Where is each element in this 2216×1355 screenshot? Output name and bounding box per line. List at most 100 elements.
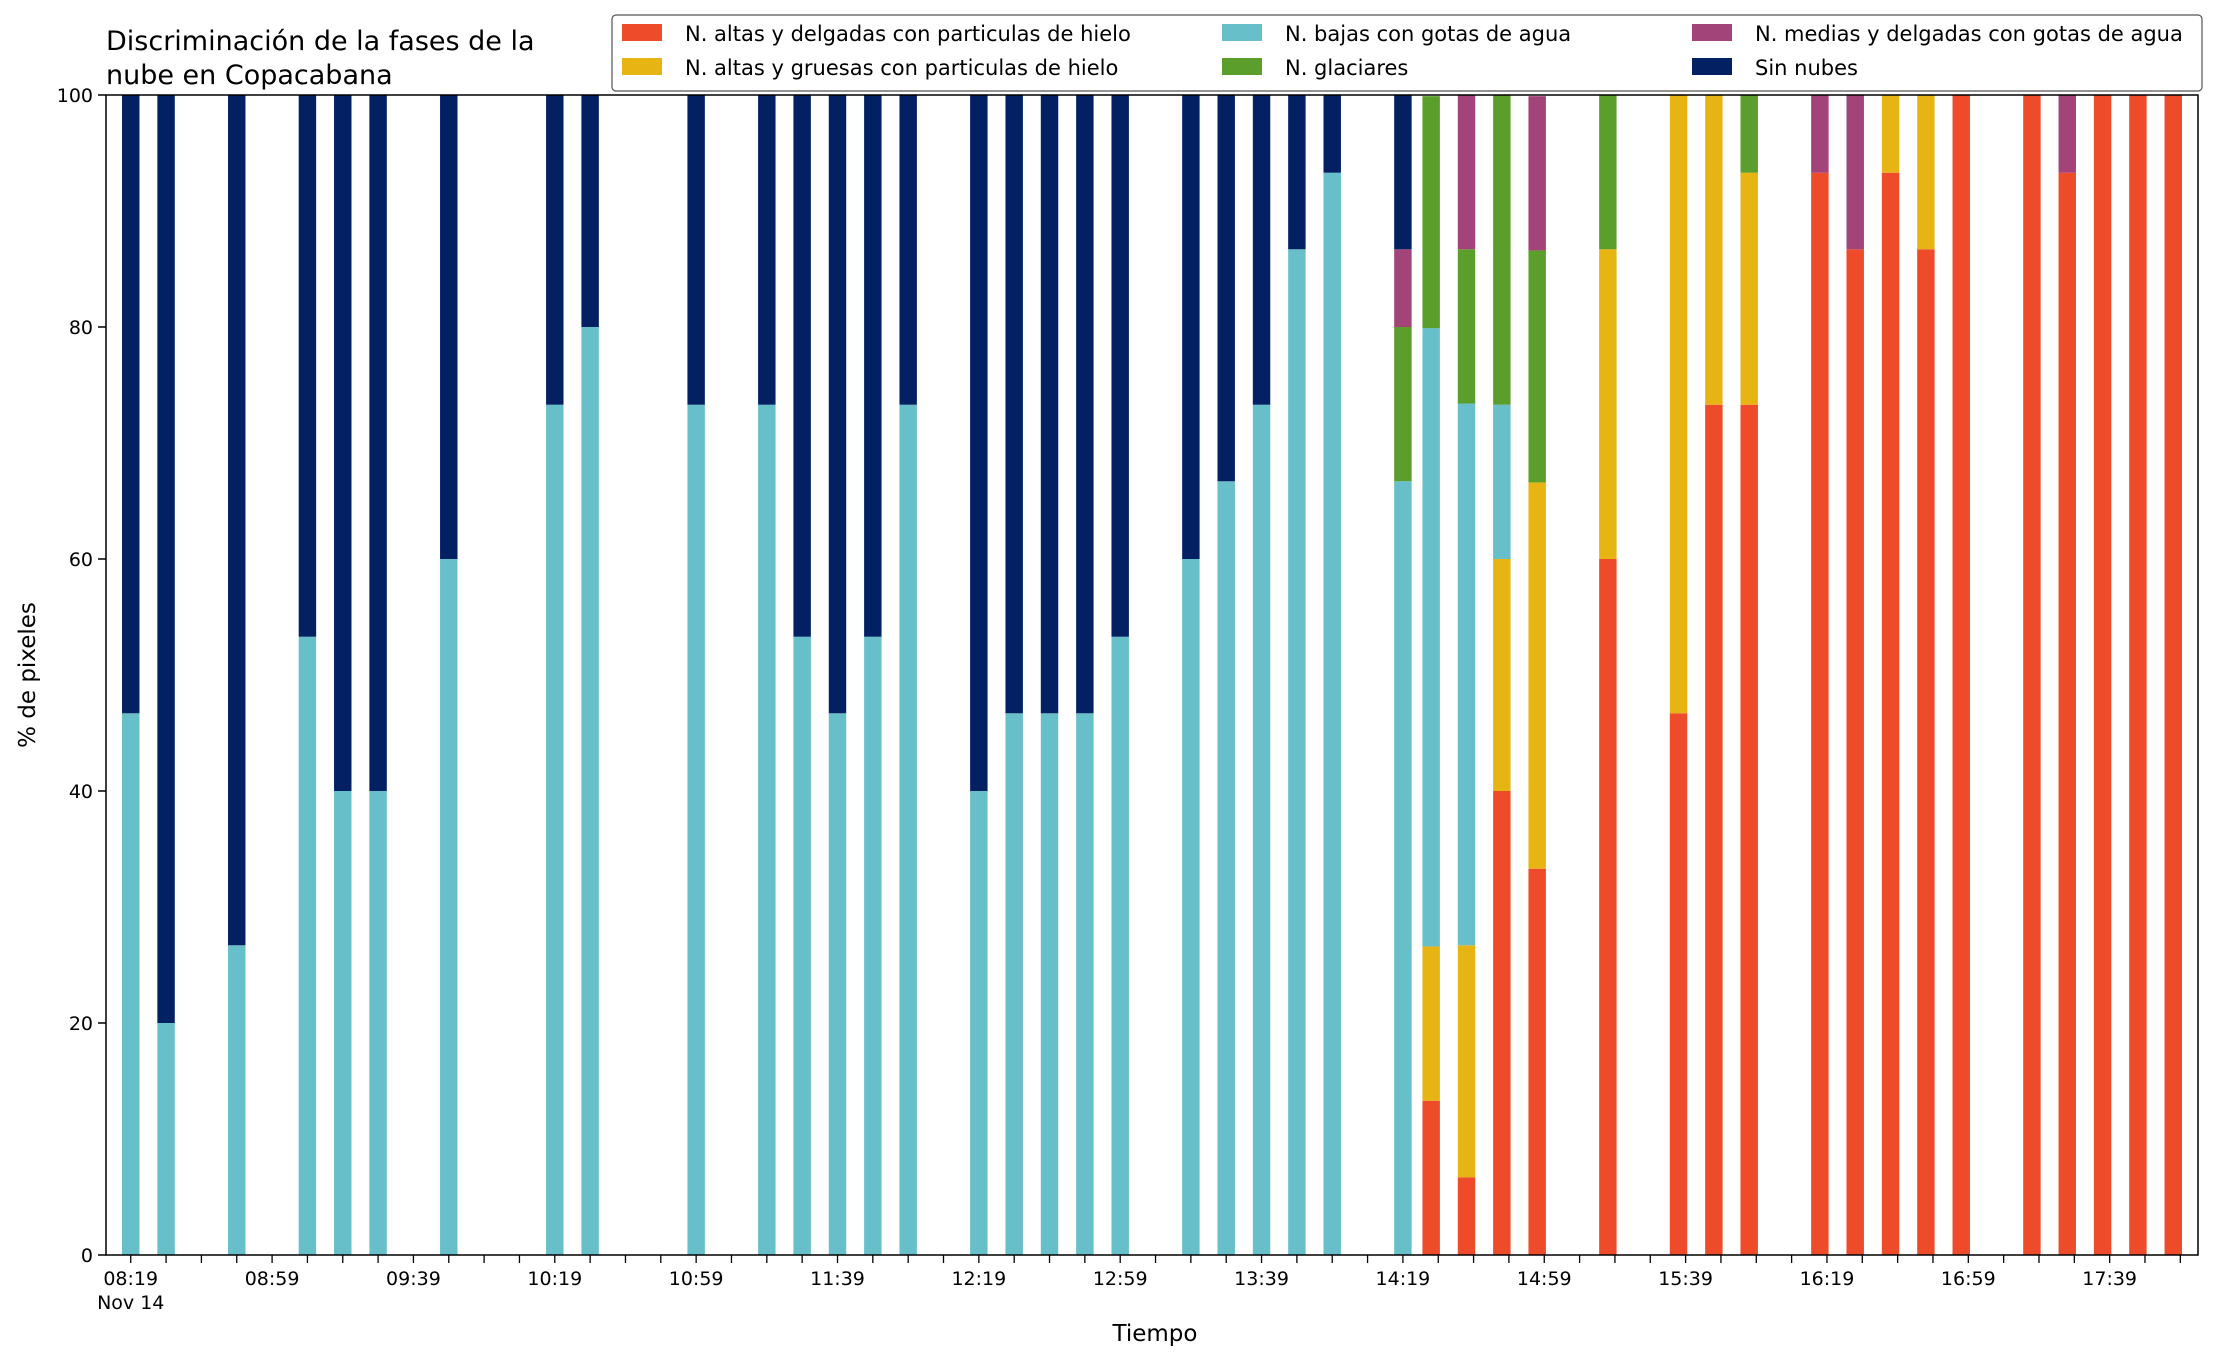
y-axis: 0 20 40 60 80 100 [57, 85, 106, 1267]
bar-segment-1727-s4 [2058, 95, 2076, 173]
bar-segment-1547-s0 [1705, 404, 1723, 1256]
bar-segment-1349-s5 [1288, 95, 1306, 250]
bar-segment-1727-s0 [2058, 172, 2076, 1256]
bar-segment-0919-s2 [334, 791, 352, 1255]
bar-segment-1427-s3 [1422, 96, 1440, 329]
legend-label-5: Sin nubes [1755, 56, 1858, 80]
bar-segment-0949-s2 [440, 559, 458, 1255]
legend-swatch-5 [1692, 58, 1732, 75]
bar-segment-1229-s2 [1005, 713, 1023, 1255]
bar-segment-1219-s5 [970, 95, 988, 791]
bar-segment-1139-s2 [828, 713, 847, 1255]
x-tick-label-0819: 08:19 [103, 1268, 158, 1290]
bar-segment-0909-s2 [298, 636, 317, 1255]
bar-segment-1229-s5 [1005, 95, 1023, 714]
legend-box [611, 14, 2203, 92]
bar-segment-1419-s5 [1394, 95, 1412, 250]
bar-segment-1029-s5 [581, 95, 599, 327]
bar-segment-1159-s5 [899, 95, 917, 405]
y-tick-label-100: 100 [57, 85, 93, 107]
bar-segment-1259-s5 [1111, 95, 1129, 637]
x-tick-label-1619: 16:19 [1800, 1268, 1855, 1290]
bar-segment-1427-s1 [1422, 946, 1440, 1101]
x-tick-label-1019: 10:19 [527, 1268, 582, 1290]
x-tick-label-1139: 11:39 [810, 1268, 865, 1290]
bar-segment-1457-s1 [1528, 482, 1546, 869]
bar-segment-1329-s5 [1217, 95, 1235, 482]
bar-segment-1319-s5 [1182, 95, 1200, 559]
bar-segment-1239-s2 [1040, 713, 1059, 1255]
bar-segment-1517-s3 [1599, 95, 1617, 250]
bar-segment-1747-s0 [2129, 95, 2147, 1255]
legend-label-2: N. bajas con gotas de agua [1285, 22, 1571, 46]
bar-segment-1617-s0 [1811, 172, 1829, 1256]
bar-segment-1517-s1 [1599, 249, 1617, 559]
bar-segment-1757-s0 [2164, 95, 2182, 1255]
legend-swatch-3 [1222, 58, 1262, 75]
bar-segment-0949-s5 [440, 95, 458, 559]
bar-segment-1647-s1 [1917, 95, 1935, 250]
x-tick-label-1339: 13:39 [1234, 1268, 1289, 1290]
bar-segment-1427-s2 [1422, 328, 1440, 947]
bar-segment-1259-s2 [1111, 636, 1129, 1255]
bar-segment-1339-s2 [1252, 404, 1271, 1256]
bar-segment-0849-s2 [228, 945, 246, 1255]
legend-swatch-4 [1692, 24, 1732, 41]
bar-segment-1557-s0 [1740, 404, 1758, 1256]
bar-segment-1129-s2 [793, 636, 811, 1255]
x-tick-label-1659: 16:59 [1941, 1268, 1996, 1290]
bar-segment-1419-s4 [1394, 249, 1412, 327]
bar-segment-1437-s4 [1457, 95, 1476, 250]
bar-segment-1059-s2 [687, 404, 705, 1256]
legend-label-1: N. altas y gruesas con particulas de hie… [685, 56, 1118, 80]
bar-segment-1437-s3 [1457, 249, 1476, 404]
bar-segment-1359-s2 [1323, 172, 1341, 1256]
legend-swatch-2 [1222, 24, 1262, 41]
bar-segment-0849-s5 [228, 95, 246, 946]
bar-segment-1657-s0 [1952, 95, 1970, 1255]
bar-segment-1249-s2 [1076, 713, 1094, 1255]
bar-segment-1419-s2 [1394, 481, 1412, 1255]
chart-title-line-1: Discriminación de la fases de la [106, 26, 535, 57]
bar-segment-1437-s1 [1457, 945, 1476, 1178]
bar-segment-1617-s4 [1811, 95, 1829, 173]
bar-segment-1537-s1 [1669, 95, 1688, 714]
bar-segment-1059-s5 [687, 95, 705, 405]
x-tick-label-0939: 09:39 [386, 1268, 441, 1290]
legend: N. altas y delgadas con particulas de hi… [611, 14, 2203, 92]
x-tick-label-1259: 12:59 [1093, 1268, 1148, 1290]
legend-swatch-1 [622, 58, 662, 75]
bar-segment-1637-s0 [1881, 172, 1900, 1256]
bar-segment-1547-s1 [1705, 95, 1723, 405]
bar-segment-1717-s0 [2023, 95, 2041, 1255]
y-tick-label-60: 60 [69, 549, 93, 571]
bar-segment-0919-s5 [334, 95, 352, 791]
chart-title: Discriminación de la fases de la nube en… [106, 26, 535, 91]
bar-segment-1447-s2 [1493, 404, 1511, 559]
bar-segment-1129-s5 [793, 95, 811, 637]
y-tick-label-80: 80 [69, 317, 93, 339]
bar-segment-1419-s3 [1394, 327, 1412, 482]
bar-segment-1349-s2 [1288, 249, 1306, 1255]
chart-title-line-2: nube en Copacabana [106, 60, 393, 91]
x-axis-label: Tiempo [1112, 1321, 1198, 1347]
bar-segment-0929-s5 [369, 95, 387, 791]
bar-segment-1119-s5 [758, 95, 776, 405]
plot-frame [105, 94, 2199, 1256]
x-tick-label-1219: 12:19 [951, 1268, 1006, 1290]
legend-label-0: N. altas y delgadas con particulas de hi… [685, 22, 1131, 46]
bar-segment-1457-s0 [1528, 868, 1546, 1255]
bar-segment-0819-s5 [122, 95, 140, 714]
bars-layer [122, 95, 2182, 1256]
bar-segment-1637-s1 [1881, 95, 1900, 173]
bar-segment-1457-s4 [1528, 96, 1546, 251]
bar-segment-1339-s5 [1252, 95, 1271, 405]
bar-segment-1019-s5 [546, 95, 564, 405]
bar-segment-1457-s3 [1528, 250, 1546, 483]
bar-segment-1249-s5 [1076, 95, 1094, 714]
x-tick-label-1059: 10:59 [669, 1268, 724, 1290]
bar-segment-1019-s2 [546, 404, 564, 1256]
bar-segment-1149-s2 [864, 636, 882, 1255]
